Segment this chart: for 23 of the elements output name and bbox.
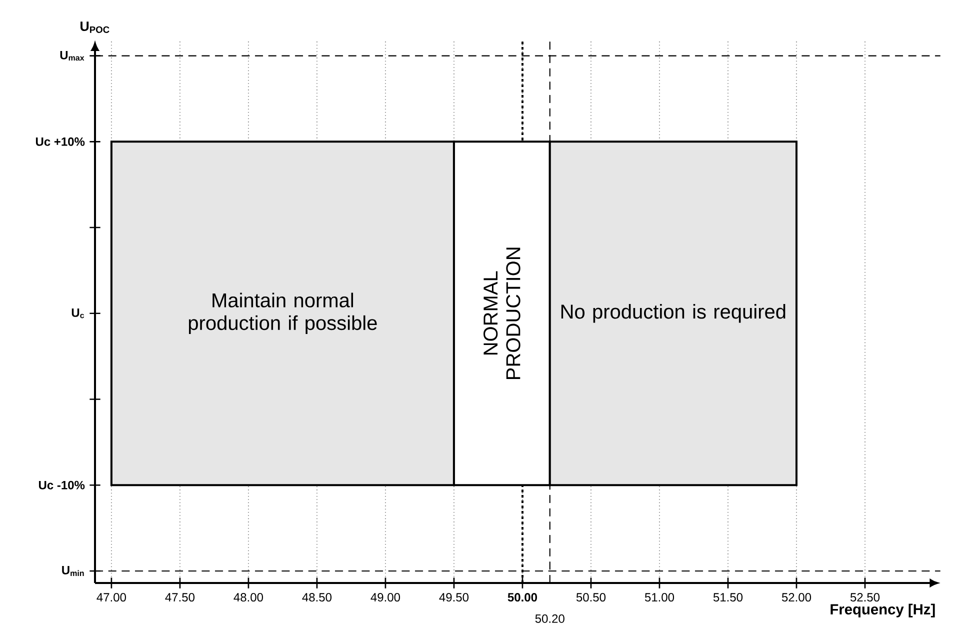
ref-line-label: 50.20 bbox=[535, 614, 564, 623]
y-axis-title: U$_{POC}$ bbox=[80, 22, 110, 33]
y-tick-label: Uc -10% bbox=[38, 480, 85, 490]
x-tick-label: 47.50 bbox=[165, 593, 194, 602]
x-tick-label: 48.50 bbox=[302, 593, 332, 602]
y-tick-label: U$_{c}$ bbox=[72, 308, 84, 318]
x-axis-title: Frequency [Hz] bbox=[830, 604, 935, 618]
x-tick-label: 49.00 bbox=[370, 593, 400, 602]
series-label: Maintain normal production if possible bbox=[188, 292, 377, 334]
y-tick-label: Uc +10% bbox=[36, 137, 85, 146]
series-label: No production is required bbox=[561, 304, 786, 323]
y-tick-label: U$_{max}$ bbox=[60, 50, 84, 61]
x-tick-label: 50.00 bbox=[508, 593, 537, 602]
x-tick-label: 51.50 bbox=[713, 593, 743, 602]
x-tick-label: 48.00 bbox=[234, 593, 263, 602]
x-tick-label: 49.50 bbox=[439, 593, 469, 602]
x-tick-label: 51.00 bbox=[644, 593, 674, 602]
x-tick-label: 52.50 bbox=[850, 593, 880, 602]
y-tick-label: U$_{min}$ bbox=[62, 566, 84, 576]
series-label: NORMAL PRODUCTION bbox=[484, 248, 520, 379]
x-tick-label: 47.00 bbox=[96, 593, 126, 602]
x-tick-label: 50.50 bbox=[576, 593, 606, 602]
x-tick-label: 52.00 bbox=[782, 593, 812, 602]
